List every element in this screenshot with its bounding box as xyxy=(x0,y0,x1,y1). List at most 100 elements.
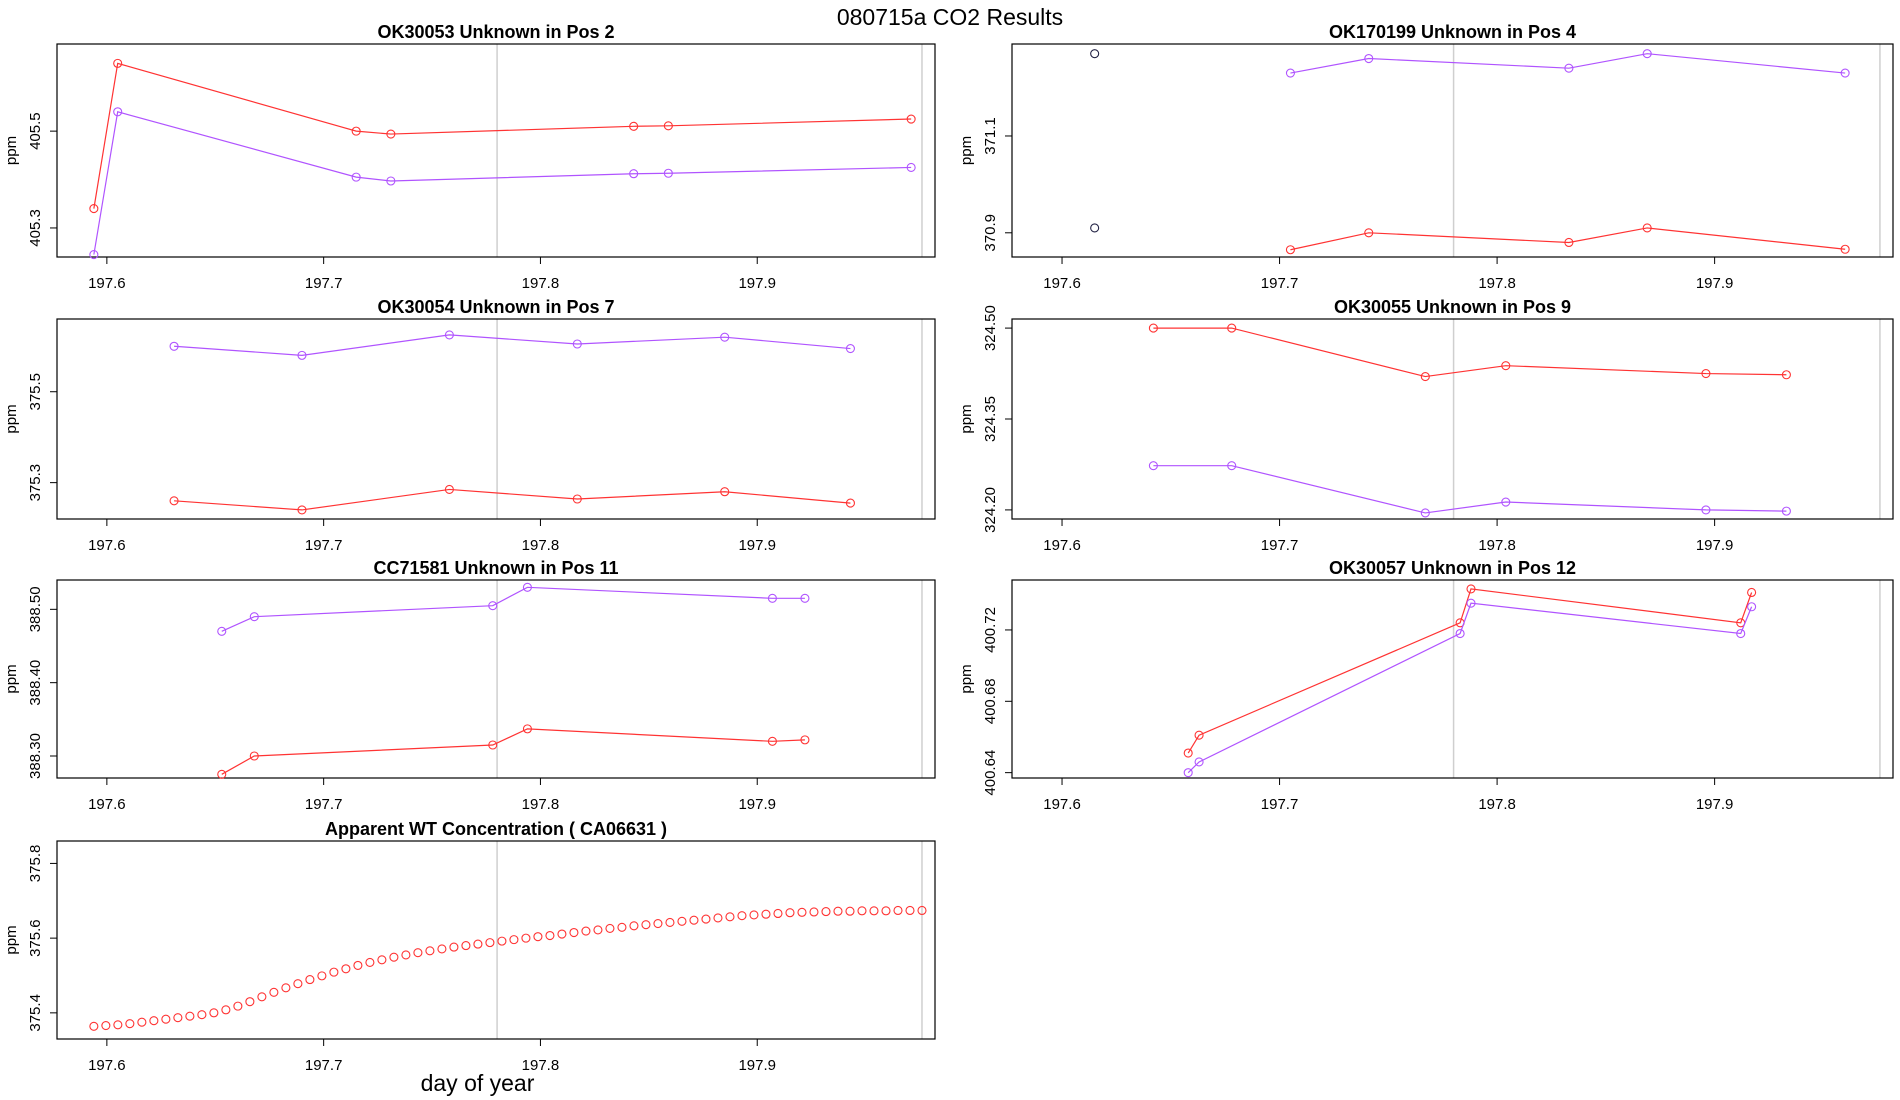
data-point-red xyxy=(449,942,459,952)
data-point-red xyxy=(1701,368,1711,379)
data-point-red xyxy=(497,936,507,946)
data-point-red xyxy=(233,1001,243,1011)
data-point-purple xyxy=(720,332,730,342)
data-point-red xyxy=(1183,748,1193,758)
x-tick-label: 197.9 xyxy=(738,275,776,292)
y-tick-label: 388.40 xyxy=(27,660,44,706)
panel-frame xyxy=(56,43,936,258)
data-point-red xyxy=(401,950,411,960)
data-point-red xyxy=(533,932,543,942)
series-purple-line xyxy=(1153,465,1787,514)
y-tick-label: 375.6 xyxy=(27,919,44,957)
data-point-red xyxy=(869,906,879,916)
data-point-red xyxy=(473,939,483,949)
series-purple-line xyxy=(221,586,805,632)
data-point-red xyxy=(341,964,351,974)
data-point-red xyxy=(581,926,591,936)
data-point-red xyxy=(488,740,498,750)
data-point-red xyxy=(353,960,363,970)
y-tick-label: 400.64 xyxy=(982,750,999,796)
y-axis-label: ppm xyxy=(3,664,20,693)
data-point-purple xyxy=(297,350,307,360)
y-tick-label: 400.68 xyxy=(982,678,999,724)
data-point-purple xyxy=(444,330,454,340)
x-tick-label: 197.7 xyxy=(305,1057,343,1074)
y-axis-label: ppm xyxy=(3,925,20,954)
data-point-red xyxy=(761,909,771,919)
panel-title: OK170199 Unknown in Pos 4 xyxy=(1329,22,1576,42)
data-point-purple xyxy=(629,169,639,179)
data-point-red xyxy=(1227,323,1237,333)
data-point-red xyxy=(713,913,723,923)
data-point-red xyxy=(605,923,615,933)
x-tick-label: 197.9 xyxy=(1696,796,1734,813)
data-point-purple xyxy=(488,601,498,611)
panel-7: Apparent WT Concentration ( CA06631 ) 197… xyxy=(3,819,936,1074)
data-point-red xyxy=(413,948,423,958)
data-point-red xyxy=(1642,223,1652,233)
x-tick-label: 197.8 xyxy=(522,275,560,292)
x-tick-label: 197.9 xyxy=(738,1057,776,1074)
data-point-red xyxy=(725,912,735,922)
data-point-purple xyxy=(1183,768,1193,778)
x-tick-label: 197.7 xyxy=(1261,796,1299,813)
y-tick-label: 324.20 xyxy=(982,487,999,533)
data-point-purple xyxy=(1701,505,1711,515)
data-point-red xyxy=(161,1014,171,1024)
data-point-red xyxy=(257,992,267,1002)
data-point-purple xyxy=(1455,628,1465,639)
y-tick-label: 405.5 xyxy=(27,112,44,150)
data-point-purple xyxy=(1781,506,1791,516)
data-point-red xyxy=(557,929,567,939)
data-point-red xyxy=(101,1021,111,1031)
series-red-line xyxy=(1153,327,1787,378)
panel-5: CC71581 Unknown in Pos 11 197.6 197.7 197.8… xyxy=(3,558,936,813)
x-tick-label: 197.9 xyxy=(738,796,776,813)
series-purple-line xyxy=(174,334,851,356)
x-tick-label: 197.6 xyxy=(88,275,126,292)
x-tick-label: 197.6 xyxy=(1043,796,1081,813)
data-point-red xyxy=(629,921,639,931)
data-point-red xyxy=(665,917,675,927)
data-point-red xyxy=(1501,361,1511,371)
series-purple-line xyxy=(1290,53,1846,74)
data-point-red xyxy=(629,121,639,131)
panel-3: OK30054 Unknown in Pos 7 197.6 197.7 197.8 1… xyxy=(3,297,936,554)
x-tick-label: 197.8 xyxy=(1478,537,1516,554)
data-point-purple xyxy=(1642,49,1652,59)
data-point-red xyxy=(197,1010,207,1020)
data-point-red xyxy=(249,751,259,761)
data-point-red xyxy=(245,997,255,1007)
panel-title: OK30054 Unknown in Pos 7 xyxy=(377,297,614,317)
series-red-line xyxy=(221,728,805,775)
x-tick-label: 197.8 xyxy=(522,1057,560,1074)
series-red-line xyxy=(174,488,851,511)
panel-title: OK30055 Unknown in Pos 9 xyxy=(1334,297,1571,317)
x-tick-label: 197.8 xyxy=(1478,796,1516,813)
data-point-red xyxy=(137,1017,147,1027)
data-point-red xyxy=(351,126,361,136)
y-axis-label: ppm xyxy=(958,404,975,433)
data-point-red xyxy=(653,919,663,929)
data-point-red xyxy=(572,494,582,504)
data-point-red xyxy=(701,914,711,924)
data-point-purple xyxy=(1736,628,1746,639)
data-point-red xyxy=(1148,323,1158,333)
data-point-purple xyxy=(663,168,673,178)
data-point-red xyxy=(217,769,227,779)
data-point-red xyxy=(125,1019,135,1029)
x-tick-label: 197.8 xyxy=(1478,275,1516,292)
data-point-purple xyxy=(1840,68,1850,78)
data-point-red xyxy=(329,967,339,977)
data-point-red xyxy=(689,915,699,925)
data-point-purple xyxy=(572,339,582,349)
data-point-red xyxy=(386,129,396,139)
data-point-purple xyxy=(845,343,856,354)
data-point-purple xyxy=(351,172,361,182)
y-tick-label: 375.4 xyxy=(27,994,44,1032)
data-point-red xyxy=(1194,730,1204,740)
data-point-purple xyxy=(386,176,396,186)
data-point-red xyxy=(269,987,279,997)
x-tick-label: 197.8 xyxy=(522,537,560,554)
data-point-red xyxy=(1747,587,1757,598)
